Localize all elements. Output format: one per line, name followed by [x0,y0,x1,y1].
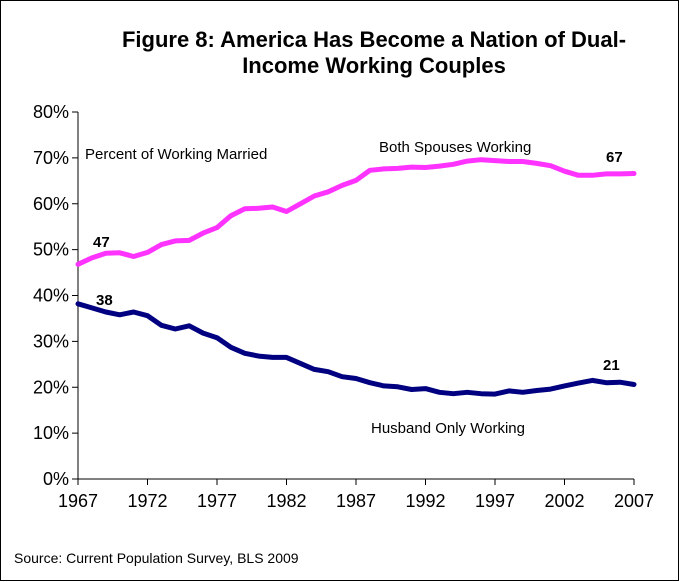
chart-title-line-2: Income Working Couples [242,53,506,78]
x-tick-label-1977: 1977 [197,491,237,511]
y-tick-label-80: 80% [33,102,69,122]
x-tick-label-1992: 1992 [405,491,445,511]
y-ticks: 0% 10% 20% 30% 40% 50% 60% 70% 80% [33,102,78,489]
series-line-husband-only-working [75,301,637,397]
x-tick-label-1982: 1982 [266,491,306,511]
y-tick-label-50: 50% [33,240,69,260]
series-husband-only-working: Husband Only Working 38 21 [75,292,637,437]
y-tick-label-70: 70% [33,148,69,168]
chart-subtitle: Percent of Working Married [85,146,267,163]
y-tick-label-20: 20% [33,377,69,397]
series-label-husband-only-working: Husband Only Working [371,420,525,437]
series-group: Both Spouses Working 47 67 Husband Only Wor… [75,139,637,437]
x-tick-label-2002: 2002 [544,491,584,511]
y-tick-label-0: 0% [43,469,69,489]
x-tick-label-1967: 1967 [58,491,98,511]
data-label-end-husband-only-working: 21 [603,357,620,374]
x-tick-label-2007: 2007 [614,491,654,511]
y-tick-label-30: 30% [33,331,69,351]
y-tick-label-60: 60% [33,194,69,214]
series-line-both-spouses-working [75,157,637,267]
x-tick-label-1972: 1972 [127,491,167,511]
x-tick-label-1987: 1987 [336,491,376,511]
data-label-start-husband-only-working: 38 [96,292,113,309]
data-label-start-both-spouses-working: 47 [93,234,110,251]
x-tick-label-1997: 1997 [475,491,515,511]
series-label-both-spouses-working: Both Spouses Working [379,139,531,156]
series-both-spouses-working: Both Spouses Working 47 67 [75,139,637,267]
chart-title-line-1: Figure 8: America Has Become a Nation of… [122,27,626,52]
source-note: Source: Current Population Survey, BLS 2… [14,550,299,566]
y-tick-label-40: 40% [33,286,69,306]
x-ticks: 1967 1972 1977 1982 1987 1992 1997 2002 2007 [58,479,654,511]
y-tick-label-10: 10% [33,423,69,443]
data-label-end-both-spouses-working: 67 [606,149,623,166]
